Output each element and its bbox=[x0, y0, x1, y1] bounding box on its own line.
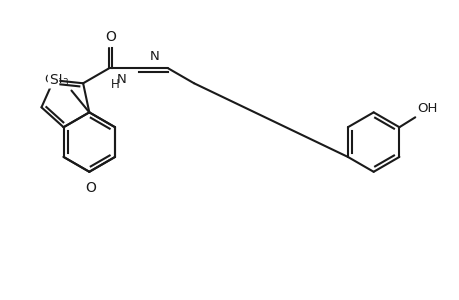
Text: H: H bbox=[110, 78, 119, 91]
Text: S: S bbox=[49, 73, 58, 87]
Text: O: O bbox=[105, 30, 116, 44]
Text: O: O bbox=[84, 181, 95, 195]
Text: N: N bbox=[149, 50, 159, 64]
Text: OH: OH bbox=[416, 102, 437, 115]
Text: CH$_3$: CH$_3$ bbox=[44, 73, 69, 88]
Text: N: N bbox=[117, 74, 126, 86]
